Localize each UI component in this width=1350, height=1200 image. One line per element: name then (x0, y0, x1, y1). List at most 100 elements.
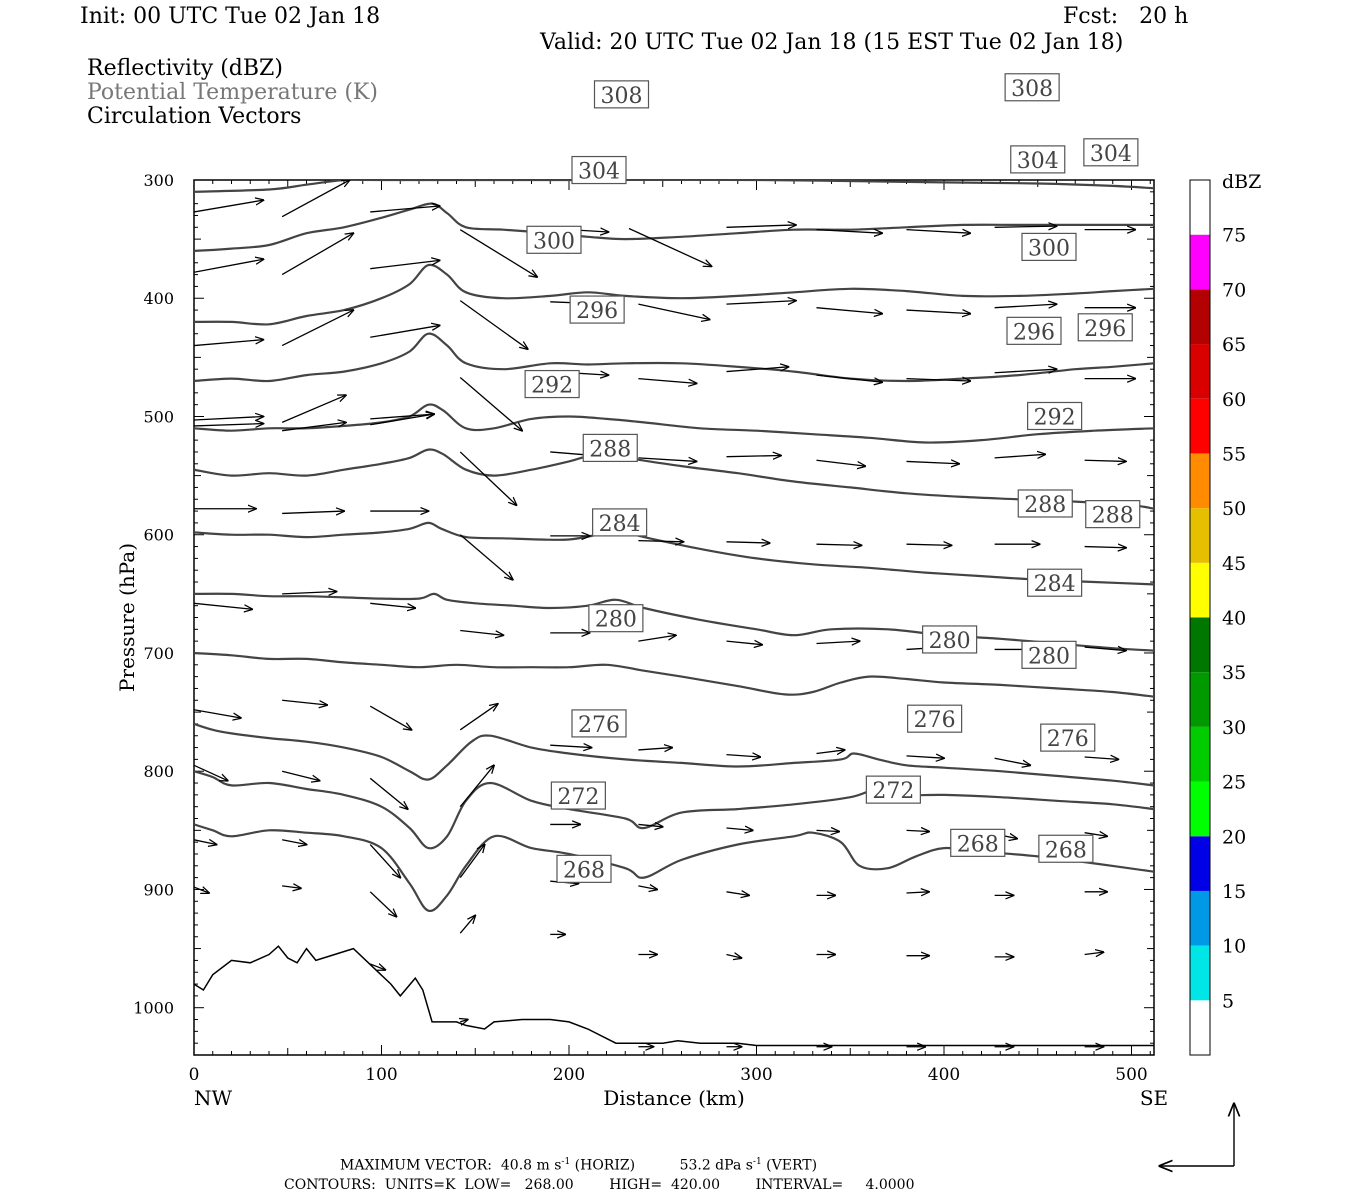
circulation-vector (816, 459, 866, 466)
colorbar-label: 35 (1222, 662, 1246, 684)
colorbar-segment (1190, 617, 1210, 673)
circulation-vector (281, 180, 350, 218)
circulation-vector (638, 886, 657, 890)
circulation-vector (194, 424, 263, 426)
contour-label-box (526, 225, 582, 254)
circulation-vector (460, 629, 503, 636)
circulation-vector (370, 206, 439, 213)
contour-label-284: 284 (599, 512, 641, 537)
circulation-vector (282, 422, 346, 432)
colorbar-segment (1190, 289, 1210, 345)
contour-label-box (922, 625, 978, 654)
circulation-vector (726, 641, 763, 645)
contour-288 (194, 521, 1154, 586)
contour-label-280: 280 (929, 629, 971, 654)
valid-time: Valid: 20 UTC Tue 02 Jan 18 (15 EST Tue … (540, 30, 1124, 55)
circulation-vector (994, 226, 1057, 227)
circulation-vector (726, 456, 781, 457)
colorbar-segment (1190, 726, 1210, 782)
contour-label-box (556, 854, 612, 883)
field-reflectivity: Reflectivity (dBZ) (87, 56, 283, 81)
y-tick-label: 700 (143, 644, 174, 663)
contour-label-box (1010, 145, 1066, 174)
x-tick-label: 200 (553, 1065, 585, 1085)
y-tick-label: 400 (143, 289, 174, 308)
circulation-vector (816, 641, 860, 643)
contour-280 (194, 651, 1154, 698)
colorbar-segment (1190, 781, 1210, 837)
circulation-vector (1084, 833, 1108, 837)
circulation-vector (1084, 547, 1126, 548)
circulation-vector (459, 845, 484, 879)
reflectivity-colorbar: 5 10 15 20 25 30 35 40 45 50 55 60 65 70 75 dBZ (1189, 171, 1261, 1056)
y-tick-label: 500 (143, 407, 174, 426)
contour-label-276: 276 (578, 713, 620, 738)
colorbar-segment (1190, 945, 1210, 1001)
terrain-surface (194, 945, 1154, 1047)
circulation-vector (369, 777, 408, 809)
circulation-vector (459, 451, 516, 505)
colorbar-segment (1190, 562, 1210, 618)
colorbar-label: 40 (1222, 608, 1246, 630)
terrain-line (194, 945, 1154, 1047)
circulation-vector (816, 830, 840, 831)
circulation-vector (194, 764, 228, 780)
nw-label: NW (194, 1086, 233, 1110)
contour-label-box (1004, 73, 1060, 102)
circulation-vector (282, 511, 344, 513)
max-vector-note: MAXIMUM VECTOR: 40.8 m s-1 (HORIZ) 53.2 … (340, 1157, 818, 1174)
colorbar-segment (1190, 672, 1210, 727)
x-tick-label: 500 (1115, 1065, 1147, 1085)
y-tick-label: 600 (143, 526, 174, 545)
circulation-vector (370, 602, 415, 608)
y-tick-label: 1000 (133, 999, 174, 1018)
circulation-vector (726, 954, 742, 958)
contour-label-268: 268 (957, 832, 999, 857)
circulation-vector (282, 699, 327, 705)
circulation-vector (994, 757, 1031, 765)
contour-292 (194, 448, 1154, 510)
contour-label-292: 292 (531, 374, 573, 399)
circulation-vector (906, 310, 971, 314)
contour-label-276: 276 (914, 708, 956, 733)
circulation-vector (816, 544, 862, 545)
contour-label-box (588, 604, 644, 633)
contour-label-300: 300 (1028, 236, 1070, 261)
circulation-vector (281, 233, 353, 276)
circulation-vector (282, 591, 336, 593)
init-time: Init: 00 UTC Tue 02 Jan 18 (80, 4, 381, 29)
circulation-vector (459, 300, 528, 349)
colorbar-label: 5 (1222, 990, 1234, 1012)
colorbar-label: 60 (1222, 389, 1246, 411)
circulation-vector (194, 709, 241, 718)
circulation-vector (281, 770, 320, 780)
circulation-vector (994, 454, 1046, 458)
contour-label-272: 272 (557, 785, 599, 810)
circulation-vector (726, 367, 789, 373)
colorbar-label: 55 (1222, 443, 1246, 465)
contour-label-268: 268 (563, 858, 605, 883)
circulation-vector (726, 892, 750, 896)
field-potential-temperature: Potential Temperature (K) (87, 80, 378, 105)
contour-label-box (1027, 401, 1083, 431)
contour-268 (194, 823, 1154, 913)
contour-label-296: 296 (1013, 320, 1055, 345)
contour-label-272: 272 (872, 779, 914, 804)
colorbar-segment (1190, 234, 1210, 290)
contour-label-268: 268 (1045, 838, 1087, 863)
contour-label-box (569, 295, 625, 324)
circulation-vector (550, 745, 591, 747)
contour-label-box (1021, 640, 1077, 669)
contour-label-box (1077, 313, 1133, 342)
circulation-vector (1084, 647, 1126, 651)
circulation-vector (459, 376, 522, 430)
contour-label-300: 300 (533, 229, 575, 254)
x-tick-label: 300 (740, 1065, 772, 1085)
colorbar-segment-top (1190, 180, 1210, 235)
circulation-vector (816, 750, 845, 754)
colorbar-label: 30 (1222, 717, 1246, 739)
contour-label-box (571, 709, 627, 738)
circulation-vector (906, 230, 971, 234)
colorbar-segment (1190, 836, 1210, 891)
colorbar-label: 20 (1222, 826, 1246, 848)
